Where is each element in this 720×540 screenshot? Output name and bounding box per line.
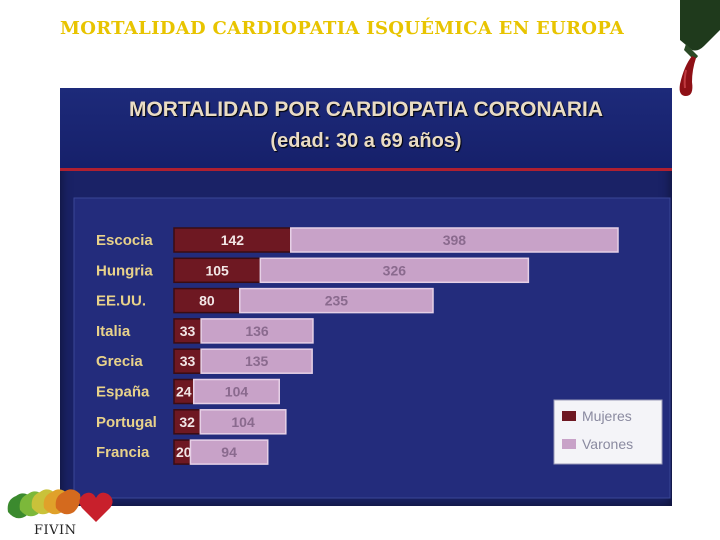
bar-varones — [200, 318, 314, 344]
value-label-varones: 136 — [245, 323, 269, 339]
bar-mujeres — [173, 348, 202, 374]
value-label-varones: 235 — [325, 293, 349, 309]
value-label-varones: 135 — [245, 353, 269, 369]
value-label-varones: 94 — [221, 444, 237, 460]
wine-bottle-image — [679, 0, 720, 96]
value-label-mujeres: 33 — [180, 323, 196, 339]
category-label: EE.UU. — [96, 293, 146, 310]
value-label-varones: 104 — [231, 414, 255, 430]
category-label: Escocia — [96, 232, 153, 249]
value-label-mujeres: 142 — [221, 232, 245, 248]
legend-box — [553, 399, 663, 465]
legend-swatch — [562, 439, 576, 449]
value-label-mujeres: 80 — [199, 293, 215, 309]
value-label-mujeres: 24 — [176, 384, 192, 400]
value-label-mujeres: 105 — [205, 262, 229, 278]
photo-divider — [60, 168, 672, 171]
value-label-varones: 326 — [383, 262, 407, 278]
bar-varones — [290, 227, 619, 253]
bar-mujeres — [173, 227, 292, 253]
legend-swatch — [562, 411, 576, 421]
bar-varones — [200, 348, 313, 374]
value-label-mujeres: 20 — [176, 444, 192, 460]
chart-plot: Escocia 142 398 Hungria 105 326 EE.UU. 80 235 Ita… — [73, 197, 671, 499]
bar-varones — [199, 409, 287, 435]
chart-subtitle: (edad: 30 a 69 años) — [270, 130, 462, 152]
category-label: Grecia — [96, 353, 143, 370]
logo-text: FIVIN — [34, 523, 77, 538]
category-label: Portugal — [96, 414, 157, 431]
slide-title: MORTALIDAD CARDIOPATIA ISQUÉMICA EN EURO… — [60, 18, 625, 39]
category-label: Italia — [96, 323, 131, 340]
bar-mujeres — [173, 318, 202, 344]
chart-title: MORTALIDAD POR CARDIOPATIA CORONARIA — [128, 98, 604, 121]
legend-label: Mujeres — [582, 408, 632, 424]
value-label-varones: 104 — [225, 384, 249, 400]
bar-varones — [239, 287, 434, 314]
photo-header-band — [60, 88, 672, 168]
bar-mujeres — [173, 287, 241, 314]
category-label: Francia — [96, 444, 150, 461]
value-label-mujeres: 33 — [180, 353, 196, 369]
chart-photo: MORTALIDAD POR CARDIOPATIA CORONARIA (ed… — [60, 88, 672, 506]
bar-mujeres — [173, 409, 202, 435]
fivin-logo — [7, 489, 113, 522]
category-label: Hungria — [96, 262, 153, 279]
bar-varones — [192, 378, 280, 405]
value-label-varones: 398 — [443, 232, 467, 248]
bar-varones — [259, 257, 530, 284]
bar-varones — [189, 439, 269, 465]
category-label: España — [96, 384, 150, 401]
value-label-mujeres: 32 — [179, 414, 195, 430]
legend-label: Varones — [582, 436, 633, 452]
